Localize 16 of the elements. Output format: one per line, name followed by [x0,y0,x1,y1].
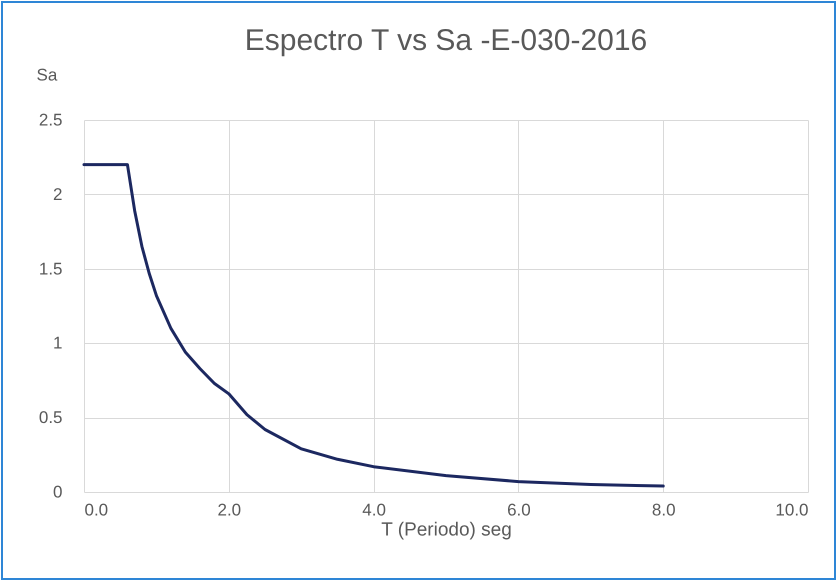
x-axis-title: T (Periodo) seg [381,520,512,540]
y-tick-label: 1 [53,334,62,353]
line-series [82,163,665,488]
y-tick-label: 0 [53,482,62,502]
y-axis-title: Sa [36,66,58,84]
y-tick-label: 2 [53,184,62,204]
chart-title: Espectro T vs Sa -E-030-2016 [244,24,648,57]
x-tick-label: 4.0 [362,500,386,520]
x-tick-label: 0.0 [84,500,108,520]
y-tick-label: 2.5 [38,110,62,130]
x-tick-label: 10.0 [775,500,808,520]
x-tick-label: 6.0 [507,500,531,520]
x-tick-label: 2.0 [217,500,242,520]
x-tick-label: 8.0 [652,500,676,520]
y-tick-label: 0.5 [38,408,62,428]
y-tick-label: 1.5 [38,259,62,278]
